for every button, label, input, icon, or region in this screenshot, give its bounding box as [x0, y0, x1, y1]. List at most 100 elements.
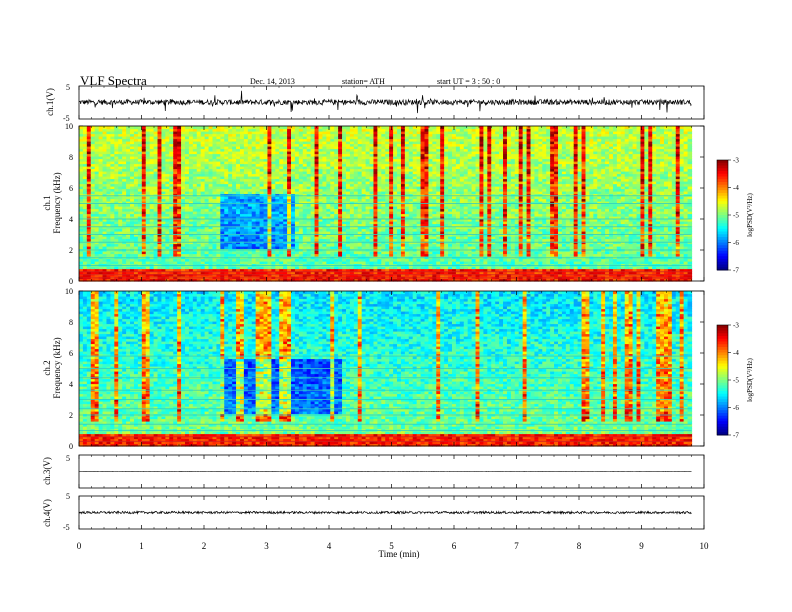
spectrogram-cell — [216, 213, 221, 217]
spectrogram-cell — [236, 201, 241, 205]
spectrogram-cell — [228, 238, 233, 242]
spectrogram-cell — [275, 173, 280, 177]
spectrogram-cell — [247, 188, 253, 192]
spectrogram-cell — [106, 243, 112, 247]
spectrogram-cell — [98, 221, 104, 225]
spectrogram-cell — [157, 211, 163, 215]
spectrogram-cell — [279, 181, 284, 185]
spectrogram-cell — [306, 233, 312, 237]
spectrogram-cell — [208, 176, 214, 180]
spectrogram-cell — [228, 166, 233, 170]
spectrogram-cell — [279, 206, 284, 210]
spectrogram-cell — [98, 181, 104, 185]
spectrogram-cell — [279, 163, 284, 167]
spectrogram-cell — [169, 138, 174, 142]
spectrogram-cell — [216, 196, 221, 200]
spectrogram-cell — [98, 193, 104, 197]
spectrogram-cell — [169, 171, 174, 175]
spectrogram-cell — [86, 213, 92, 217]
spectrogram-cell — [181, 133, 186, 137]
spectrogram-cell — [243, 253, 249, 257]
spectrogram-cell — [192, 203, 198, 207]
spectrogram-cell — [90, 231, 96, 235]
spectrogram-cell — [243, 201, 249, 205]
spectrogram-cell — [86, 166, 92, 170]
spectrogram-cell — [298, 223, 304, 227]
spectrogram-cell — [271, 163, 276, 167]
spectrogram-cell — [106, 151, 112, 155]
spectrogram-cell — [141, 181, 147, 185]
spectrogram-cell — [149, 236, 155, 240]
spectrogram-cell — [239, 176, 245, 180]
spectrogram-cell — [287, 221, 292, 225]
spectrogram-cell — [106, 156, 112, 160]
spectrogram-cell — [263, 211, 269, 215]
spectrogram-cell — [212, 213, 218, 217]
spectrogram-cell — [86, 201, 92, 205]
spectrogram-cell — [90, 236, 96, 240]
spectrogram-cell — [208, 126, 214, 130]
spectrogram-cell — [232, 223, 237, 227]
spectrogram-cell — [310, 158, 316, 162]
spectrogram-cell — [118, 181, 123, 185]
spectrogram-cell — [306, 196, 312, 200]
spectrogram-cell — [102, 156, 108, 160]
spectrogram-cell — [302, 231, 308, 235]
spectrogram-cell — [212, 148, 218, 152]
spectrogram-cell — [251, 218, 257, 222]
spectrogram-cell — [302, 221, 308, 225]
spectrogram-cell — [291, 261, 296, 265]
spectrogram-cell — [130, 191, 135, 195]
spectrogram-cell — [153, 143, 159, 147]
spectrogram-cell — [149, 183, 155, 187]
spectrogram-cell — [169, 126, 174, 130]
spectrogram-cell — [216, 163, 221, 167]
spectrogram-cell — [239, 181, 245, 185]
spectrogram-cell — [291, 138, 296, 142]
spectrogram-cell — [251, 261, 257, 265]
spectrogram-cell — [82, 233, 88, 237]
spectrogram-cell — [133, 223, 139, 227]
spectrogram-cell — [82, 238, 88, 242]
spectrogram-cell — [161, 251, 166, 255]
spectrogram-cell — [212, 186, 218, 190]
spectrogram-cell — [177, 131, 182, 135]
spectrogram-cell — [188, 178, 194, 182]
spectrogram-cell — [86, 186, 92, 190]
spectrogram-cell — [79, 193, 84, 197]
spectrogram-cell — [86, 223, 92, 227]
spectrogram-cell — [192, 131, 198, 135]
spectrogram-cell — [145, 251, 151, 255]
spectrogram-cell — [314, 243, 320, 247]
spectrogram-cell — [232, 246, 237, 250]
spectrogram-cell — [287, 176, 292, 180]
spectrogram-cell — [130, 233, 135, 237]
spectrogram-cell — [165, 221, 170, 225]
spectrogram-cell — [298, 171, 304, 175]
spectrogram-cell — [275, 183, 280, 187]
spectrogram-cell — [137, 266, 143, 270]
spectrogram-cell — [157, 203, 163, 207]
spectrogram-cell — [271, 133, 276, 137]
spectrogram-cell — [110, 128, 115, 132]
spectrogram-cell — [283, 126, 288, 130]
spectrogram-cell — [200, 128, 206, 132]
spectrogram-cell — [216, 206, 221, 210]
spectrogram-cell — [263, 266, 269, 270]
spectrogram-cell — [322, 138, 327, 142]
spectrogram-cell — [216, 218, 221, 222]
spectrogram-cell — [247, 208, 253, 212]
spectrogram-cell — [200, 196, 206, 200]
spectrogram-cell — [118, 128, 123, 132]
spectrogram-cell — [263, 156, 269, 160]
spectrogram-cell — [133, 173, 139, 177]
spectrogram-cell — [310, 138, 316, 142]
spectrogram-cell — [228, 261, 233, 265]
spectrogram-cell — [133, 143, 139, 147]
spectrogram-cell — [275, 268, 280, 272]
spectrogram-cell — [267, 158, 272, 162]
spectrogram-cell — [263, 146, 269, 150]
spectrogram-cell — [326, 208, 331, 212]
spectrogram-cell — [106, 253, 112, 257]
spectrogram-cell — [114, 196, 119, 200]
